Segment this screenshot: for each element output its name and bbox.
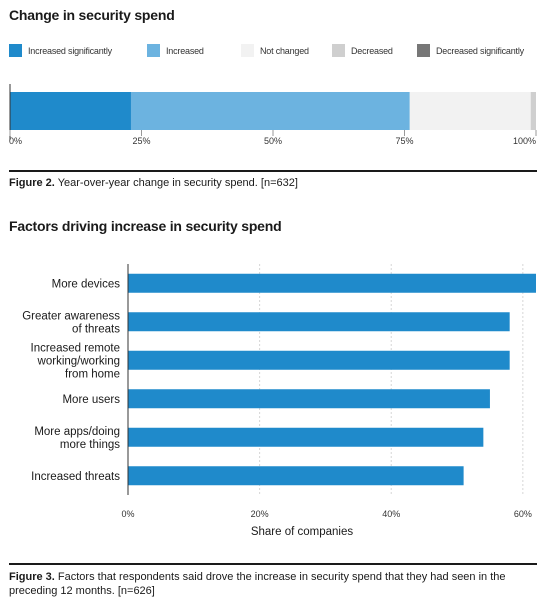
legend-label: Decreased significantly — [436, 45, 524, 56]
legend-item: Decreased significantly — [417, 44, 524, 57]
legend-swatch — [332, 44, 345, 57]
bar — [128, 273, 536, 293]
x-tick-label: 0% — [9, 136, 22, 146]
x-axis-label: Share of companies — [251, 526, 354, 538]
stacked-bar-chart: 0% 25% 50% 75% 100% — [9, 84, 537, 146]
legend-swatch — [147, 44, 160, 57]
bar — [128, 312, 510, 332]
bar — [128, 389, 490, 409]
bar-segment — [130, 92, 410, 130]
bar — [128, 427, 484, 447]
figure-divider — [9, 170, 537, 172]
bar — [128, 466, 464, 486]
x-tick-label: 100% — [513, 136, 536, 146]
x-tick-label: 0% — [121, 509, 134, 519]
legend-swatch — [9, 44, 22, 57]
x-tick-label: 25% — [132, 136, 150, 146]
category-label: Greater awareness of threats — [22, 310, 120, 335]
legend-label: Increased — [166, 45, 204, 56]
bar-segment — [10, 92, 131, 130]
figure-caption: Figure 2. Year-over-year change in secur… — [9, 176, 539, 190]
bar-segment — [409, 92, 531, 130]
figure-divider — [9, 563, 537, 565]
x-tick-label: 50% — [264, 136, 282, 146]
legend: Increased significantly Increased Not chan… — [9, 44, 539, 60]
legend-swatch — [417, 44, 430, 57]
legend-item: Increased — [147, 44, 204, 57]
legend-item: Not changed — [241, 44, 309, 57]
chart-title-security-spend-change: Change in security spend — [9, 7, 175, 23]
x-tick-label: 40% — [382, 509, 400, 519]
category-label: More users — [62, 394, 120, 406]
figure-label: Figure 3. — [9, 571, 55, 583]
legend-item: Increased significantly — [9, 44, 112, 57]
x-tick-label: 20% — [251, 509, 269, 519]
category-label: Increased threats — [31, 471, 120, 483]
legend-swatch — [241, 44, 254, 57]
x-tick-label: 60% — [514, 509, 532, 519]
category-label: More apps/doing more things — [34, 426, 120, 451]
legend-label: Decreased — [351, 45, 393, 56]
figure-caption-text: Factors that respondents said drove the … — [9, 571, 506, 597]
bar — [128, 350, 510, 370]
bar-segment — [530, 92, 536, 130]
horizontal-bar-chart: 0% 20% 40% 60% More devices Greater awareness… — [22, 264, 536, 538]
chart-title-factors: Factors driving increase in security spe… — [9, 218, 282, 234]
x-tick-label: 75% — [395, 136, 413, 146]
legend-label: Increased significantly — [28, 45, 112, 56]
legend-label: Not changed — [260, 45, 309, 56]
figure-caption-text: Year-over-year change in security spend.… — [57, 177, 298, 189]
legend-item: Decreased — [332, 44, 393, 57]
figure-label: Figure 2. — [9, 177, 55, 189]
category-label: Increased remote working/working from home — [31, 342, 121, 380]
category-label: More devices — [52, 278, 121, 290]
figure-caption: Figure 3. Factors that respondents said … — [9, 570, 539, 598]
